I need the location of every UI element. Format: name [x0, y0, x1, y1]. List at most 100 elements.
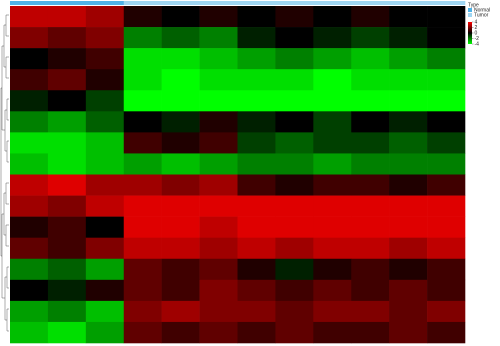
heatmap-cell [351, 6, 390, 28]
heatmap-cell [389, 237, 428, 260]
heatmap-cell [85, 300, 125, 323]
heatmap-cell [161, 27, 200, 49]
heatmap-cell [351, 279, 390, 302]
heatmap-cell [199, 279, 238, 302]
heatmap-cell [123, 153, 162, 175]
heatmap-cell [351, 300, 390, 323]
heatmap-cell [313, 132, 352, 154]
heatmap-cell [237, 195, 276, 217]
heatmap-cell [85, 258, 125, 281]
heatmap-cell [313, 27, 352, 49]
heatmap-cell [161, 279, 200, 302]
heatmap-cell [161, 69, 200, 91]
heatmap-cell [10, 69, 49, 91]
heatmap-cell [85, 27, 125, 49]
heatmap-cell [389, 153, 428, 175]
type-annotation [10, 1, 466, 5]
heatmap-cell [275, 174, 314, 196]
heatmap-cell [10, 279, 49, 302]
heatmap-cell [351, 258, 390, 281]
heatmap-cell [389, 132, 428, 154]
heatmap-cell [85, 111, 125, 133]
heatmap-cell [275, 111, 314, 133]
heatmap-cell [427, 27, 466, 49]
heatmap-cell [199, 216, 238, 238]
heatmap-cell [275, 300, 314, 323]
heatmap-cell [123, 27, 162, 49]
heatmap-cell [275, 237, 314, 260]
heatmap-cell [123, 195, 162, 217]
type-annotation-cell [10, 1, 49, 5]
heatmap-cell [47, 300, 87, 323]
heatmap-cell [313, 153, 352, 175]
heatmap-cell [313, 195, 352, 217]
heatmap-cell [161, 300, 200, 323]
heatmap-cell [427, 174, 466, 196]
heatmap-cell [47, 48, 87, 70]
type-annotation-cell [161, 1, 200, 5]
type-annotation-cell [389, 1, 428, 5]
heatmap-cell [237, 258, 276, 281]
heatmap-cell [199, 321, 238, 344]
heatmap-cell [123, 300, 162, 323]
heatmap-cell [161, 258, 200, 281]
heatmap-cell [123, 321, 162, 344]
heatmap-cell [313, 90, 352, 112]
type-annotation-cell [237, 1, 276, 5]
heatmap-cell [313, 237, 352, 260]
heatmap-cell [313, 300, 352, 323]
heatmap-cell [10, 321, 49, 344]
heatmap-cell [275, 48, 314, 70]
heatmap-cell [237, 216, 276, 238]
heatmap-cell [199, 132, 238, 154]
heatmap-cell [313, 321, 352, 344]
heatmap-cell [389, 48, 428, 70]
heatmap-cell [389, 27, 428, 49]
colorbar-tick-label: 0 [475, 30, 478, 36]
heatmap-cell [389, 69, 428, 91]
heatmap-cell [275, 258, 314, 281]
heatmap-cell [47, 216, 87, 238]
heatmap-cell [427, 300, 466, 323]
heatmap-cell [313, 48, 352, 70]
heatmap-cell [275, 69, 314, 91]
heatmap-cell [427, 90, 466, 112]
heatmap-cell [199, 69, 238, 91]
heatmap-cell [199, 27, 238, 49]
heatmap-cell [85, 153, 125, 175]
heatmap-cell [10, 111, 49, 133]
heatmap-cell [123, 258, 162, 281]
heatmap-cell [427, 195, 466, 217]
heatmap-cell [313, 69, 352, 91]
heatmap-cell [427, 237, 466, 260]
heatmap-cell [47, 279, 87, 302]
heatmap-cell [123, 237, 162, 260]
heatmap-cell [237, 48, 276, 70]
legend-title: Type [468, 2, 479, 8]
heatmap-cell [427, 279, 466, 302]
type-annotation-cell [351, 1, 390, 5]
heatmap-cell [161, 237, 200, 260]
heatmap-cell [123, 48, 162, 70]
heatmap-cell [275, 153, 314, 175]
heatmap-cell [237, 90, 276, 112]
heatmap-cell [47, 111, 87, 133]
colorbar [468, 22, 472, 44]
heatmap-cell [427, 69, 466, 91]
heatmap-cell [351, 174, 390, 196]
heatmap-cell [85, 69, 125, 91]
heatmap-cell [389, 258, 428, 281]
heatmap-cell [199, 195, 238, 217]
type-annotation-cell [313, 1, 352, 5]
heatmap-cell [313, 279, 352, 302]
heatmap-cell [161, 132, 200, 154]
heatmap-cell [123, 111, 162, 133]
heatmap-cell [237, 279, 276, 302]
heatmap-cell [199, 300, 238, 323]
colorbar-tick-label: -2 [475, 36, 480, 42]
heatmap-cell [389, 174, 428, 196]
heatmap-cell [10, 300, 49, 323]
heatmap-cell [275, 279, 314, 302]
